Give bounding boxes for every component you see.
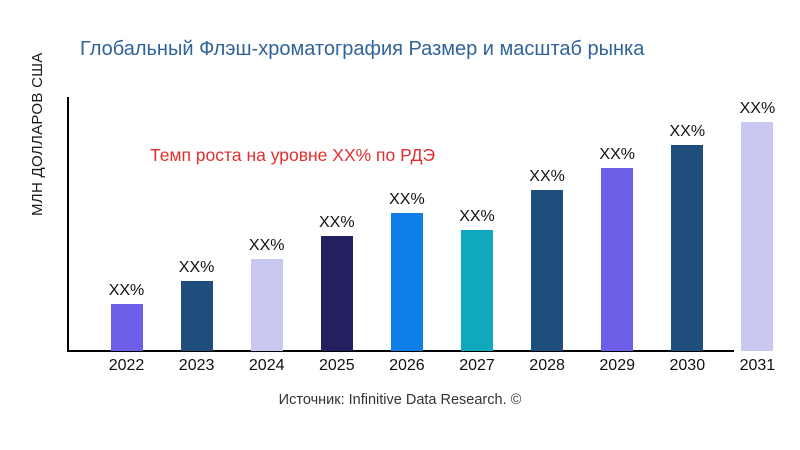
- source-attribution: Источник: Infinitive Data Research. ©: [278, 392, 522, 408]
- bar-value-label-2028: XX%: [529, 168, 565, 185]
- y-axis-line: [67, 97, 69, 352]
- bar-value-label-2030: XX%: [669, 123, 706, 140]
- bar-value-label-2027: XX%: [459, 208, 495, 225]
- bar-value-label-2023: XX%: [178, 259, 215, 276]
- bar-2024: [250, 259, 283, 351]
- bar-2029: [601, 168, 634, 351]
- x-axis-line: [67, 350, 734, 352]
- x-tick-label-2029: 2029: [599, 357, 635, 374]
- x-tick-label-2024: 2024: [248, 357, 285, 374]
- bar-2023: [180, 281, 213, 351]
- bar-2028: [531, 190, 564, 351]
- x-tick-label-2027: 2027: [459, 357, 495, 374]
- bar-2025: [320, 236, 353, 351]
- bar-value-label-2024: XX%: [248, 237, 285, 254]
- chart-title: Глобальный Флэш-хроматография Размер и м…: [80, 38, 645, 60]
- bar-2030: [671, 145, 704, 351]
- x-tick-label-2031: 2031: [739, 357, 776, 374]
- bar-2022: [110, 304, 143, 351]
- bar-value-label-2022: XX%: [108, 282, 145, 299]
- x-tick-label-2022: 2022: [108, 357, 145, 374]
- y-axis-label: МЛН ДОЛЛАРОВ США: [29, 52, 46, 216]
- growth-rate-annotation: Темп роста на уровне XX% по РДЭ: [150, 145, 436, 165]
- x-tick-label-2025: 2025: [319, 357, 355, 374]
- bar-value-label-2025: XX%: [319, 214, 355, 231]
- bar-2031: [741, 122, 774, 351]
- x-tick-label-2030: 2030: [669, 357, 706, 374]
- bar-2027: [461, 230, 493, 351]
- bar-2026: [390, 213, 423, 351]
- x-tick-label-2023: 2023: [178, 357, 215, 374]
- x-tick-label-2026: 2026: [389, 357, 425, 374]
- bar-value-label-2031: XX%: [739, 100, 776, 117]
- x-tick-label-2028: 2028: [529, 357, 565, 374]
- bar-value-label-2026: XX%: [389, 191, 425, 208]
- bar-value-label-2029: XX%: [599, 146, 635, 163]
